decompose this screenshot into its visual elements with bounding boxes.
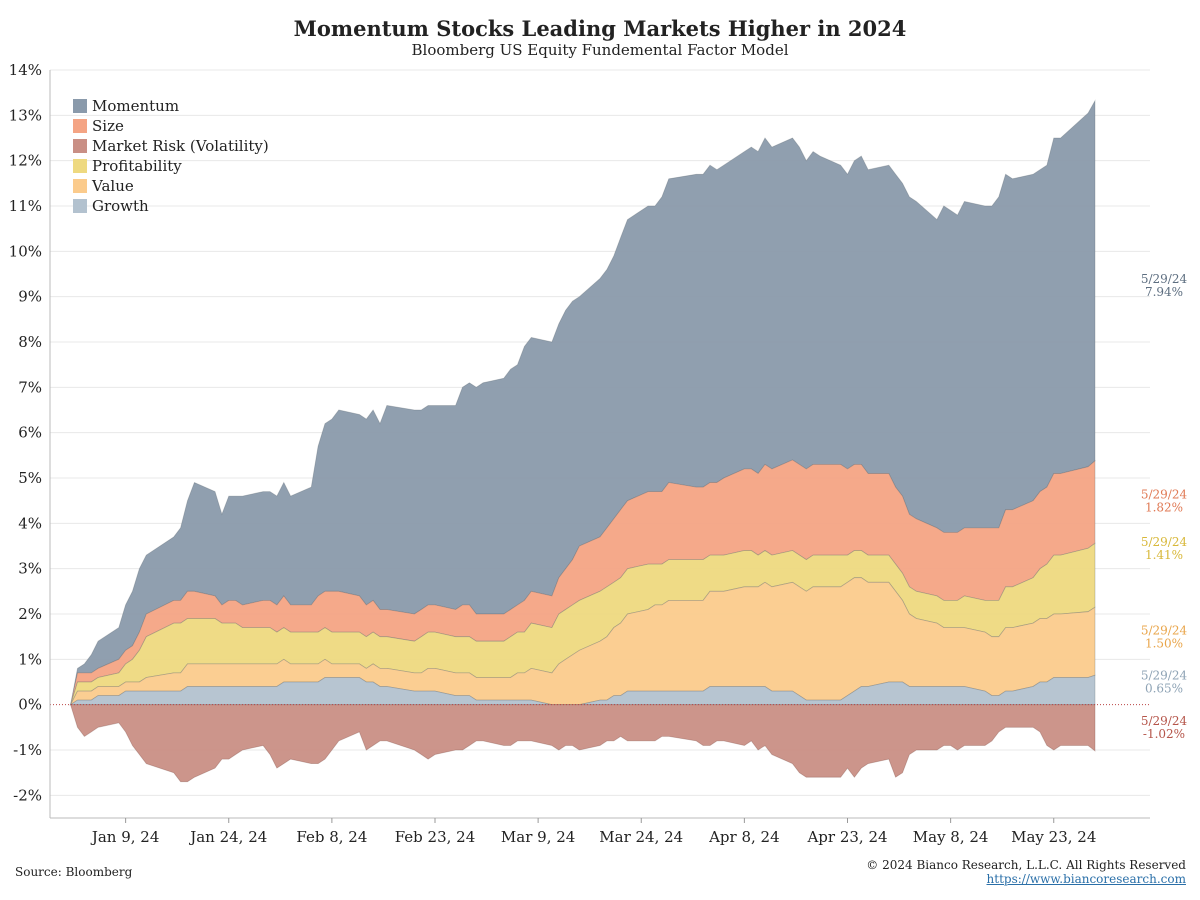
y-tick-label: 10% [9, 242, 42, 260]
legend-label: Size [92, 117, 124, 135]
end-label-date: 5/29/24 [1141, 272, 1188, 286]
axes: -2% -1% 0% 1% 2% 3% 4% 5% 6% 7% 8% 9% 10% 11% 12% 13% 14… [9, 61, 1150, 846]
source-note: Source: Bloomberg [15, 865, 133, 879]
end-labels: 5/29/247.94%5/29/241.82%5/29/24-1.02%5/2… [1141, 272, 1188, 741]
y-tick-label: 11% [9, 197, 42, 215]
x-tick-label: May 8, 24 [913, 828, 989, 846]
end-label-date: 5/29/24 [1141, 669, 1188, 683]
copyright-text: © 2024 Bianco Research, L.L.C. All Right… [866, 858, 1186, 872]
legend-swatch [73, 179, 87, 193]
legend-swatch [73, 199, 87, 213]
legend-swatch [73, 99, 87, 113]
end-label-date: 5/29/24 [1141, 487, 1188, 501]
y-tick-label: 9% [18, 288, 42, 306]
x-tick-label: Jan 9, 24 [90, 828, 160, 846]
end-label-value: 7.94% [1145, 285, 1183, 299]
y-tick-label: 3% [18, 560, 42, 578]
y-tick-label: 7% [18, 378, 42, 396]
y-tick-label: 0% [18, 696, 42, 714]
end-label-date: 5/29/24 [1141, 535, 1188, 549]
y-tick-label: 8% [18, 333, 42, 351]
end-label-value: 1.82% [1145, 500, 1183, 514]
legend-swatch [73, 119, 87, 133]
end-label-value: 1.41% [1145, 548, 1183, 562]
x-tick-label: Mar 24, 24 [599, 828, 683, 846]
x-tick-label: May 23, 24 [1011, 828, 1096, 846]
legend-label: Market Risk (Volatility) [92, 137, 269, 155]
y-tick-label: 6% [18, 424, 42, 442]
area-market-risk [70, 704, 1096, 783]
legend-swatch [73, 159, 87, 173]
legend-label: Momentum [92, 97, 179, 115]
x-tick-label: Feb 8, 24 [296, 828, 367, 846]
legend-label: Growth [92, 197, 149, 215]
legend-label: Value [91, 177, 134, 195]
x-tick-label: Apr 23, 24 [806, 828, 887, 846]
legend: Momentum Size Market Risk (Volatility) Prof… [73, 97, 269, 215]
y-tick-label: 12% [9, 152, 42, 170]
copyright-block: © 2024 Bianco Research, L.L.C. All Right… [866, 858, 1186, 886]
website-link[interactable]: https://www.biancoresearch.com [986, 872, 1186, 886]
x-tick-label: Jan 24, 24 [188, 828, 267, 846]
end-label-value: 0.65% [1145, 682, 1183, 696]
y-tick-label: 14% [9, 61, 42, 79]
y-tick-label: 2% [18, 605, 42, 623]
end-label-value: 1.50% [1145, 636, 1183, 650]
stacked-areas [69, 99, 1096, 783]
y-tick-label: 4% [18, 514, 42, 532]
y-tick-label: 13% [9, 106, 42, 124]
end-label-date: 5/29/24 [1141, 623, 1188, 637]
legend-swatch [73, 139, 87, 153]
x-tick-label: Mar 9, 24 [501, 828, 575, 846]
x-tick-label: Apr 8, 24 [708, 828, 780, 846]
y-tick-label: -2% [13, 786, 42, 804]
end-label-date: 5/29/24 [1141, 714, 1188, 728]
y-tick-label: 5% [18, 469, 42, 487]
chart-title: Momentum Stocks Leading Markets Higher i… [294, 16, 907, 41]
x-tick-label: Feb 23, 24 [395, 828, 476, 846]
legend-label: Profitability [92, 157, 182, 175]
y-tick-label: 1% [18, 650, 42, 668]
end-label-value: -1.02% [1143, 727, 1185, 741]
y-tick-label: -1% [13, 741, 42, 759]
chart-subtitle: Bloomberg US Equity Fundemental Factor M… [412, 41, 789, 59]
